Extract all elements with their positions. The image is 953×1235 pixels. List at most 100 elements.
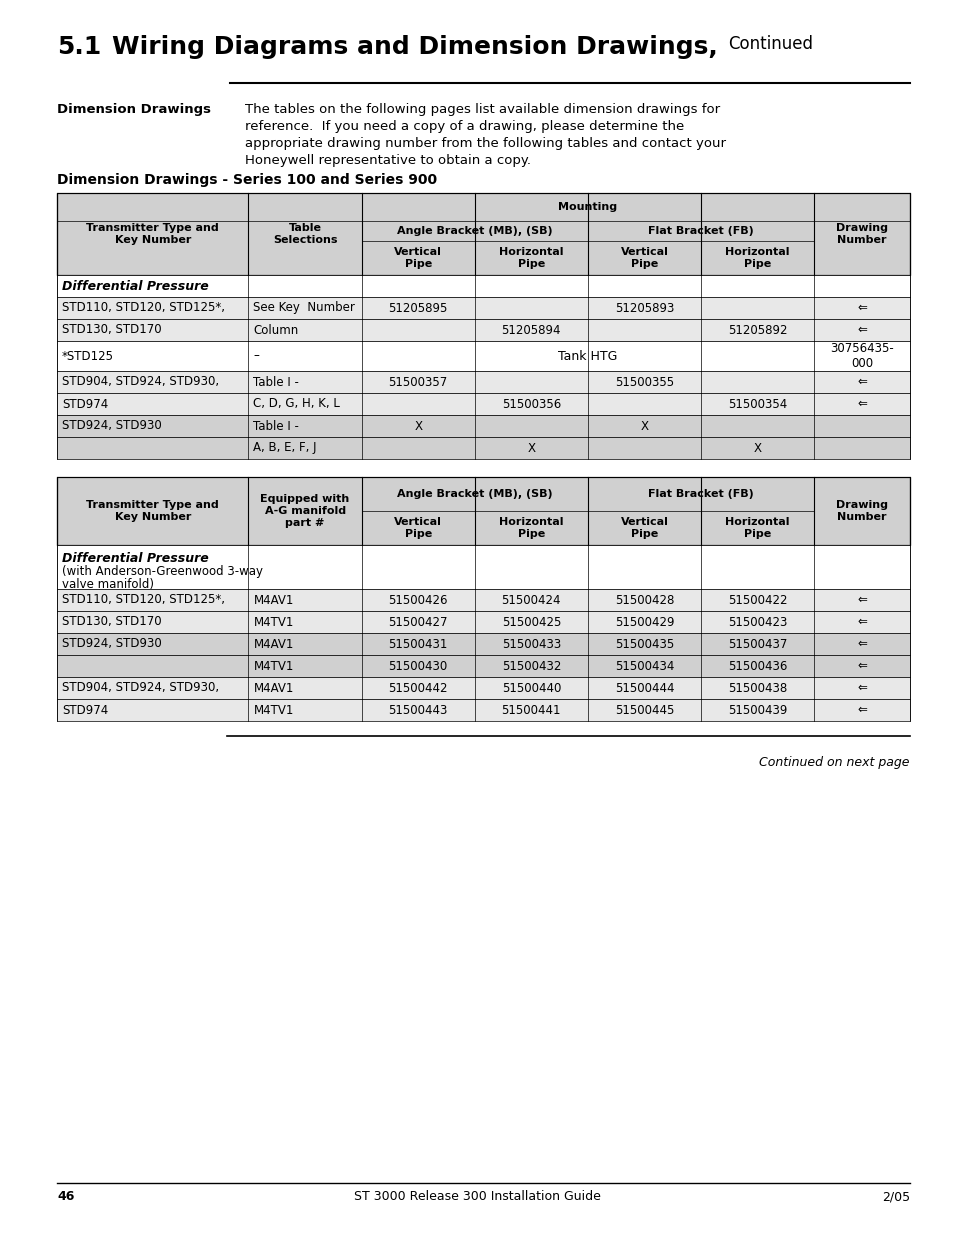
Text: ⇐: ⇐ [857,301,866,315]
Text: Horizontal
Pipe: Horizontal Pipe [724,247,789,269]
Bar [57,415,909,437]
Text: STD924, STD930: STD924, STD930 [62,637,162,651]
Text: 51205895: 51205895 [388,301,448,315]
Text: 5.1: 5.1 [57,35,101,59]
Text: 51500434: 51500434 [614,659,674,673]
Text: Vertical
Pipe: Vertical Pipe [620,517,668,538]
Text: 51500443: 51500443 [388,704,448,716]
Text: M4TV1: M4TV1 [253,659,294,673]
Text: 51500422: 51500422 [727,594,786,606]
Text: 51500426: 51500426 [388,594,448,606]
Text: Vertical
Pipe: Vertical Pipe [620,247,668,269]
Bar [57,589,909,611]
Text: Flat Bracket (FB): Flat Bracket (FB) [647,226,753,236]
Bar [57,370,909,393]
Text: reference.  If you need a copy of a drawing, please determine the: reference. If you need a copy of a drawi… [245,120,683,133]
Text: STD904, STD924, STD930,: STD904, STD924, STD930, [62,682,219,694]
Text: M4TV1: M4TV1 [253,704,294,716]
Text: 51500357: 51500357 [388,375,447,389]
Text: STD904, STD924, STD930,: STD904, STD924, STD930, [62,375,219,389]
Text: Vertical
Pipe: Vertical Pipe [394,247,441,269]
Text: 51500432: 51500432 [501,659,560,673]
Text: Differential Pressure: Differential Pressure [62,552,209,564]
Text: 51500429: 51500429 [614,615,674,629]
Text: X: X [414,420,422,432]
Text: ⇐: ⇐ [857,659,866,673]
Text: STD110, STD120, STD125*,: STD110, STD120, STD125*, [62,594,225,606]
Text: ⇐: ⇐ [857,398,866,410]
Text: Dimension Drawings: Dimension Drawings [57,103,211,116]
Bar [57,393,909,415]
Text: Table I -: Table I - [253,420,299,432]
Text: 51500437: 51500437 [727,637,786,651]
Bar [57,193,909,275]
Text: Transmitter Type and
Key Number: Transmitter Type and Key Number [87,500,219,522]
Text: 51500356: 51500356 [501,398,560,410]
Text: 51500425: 51500425 [501,615,560,629]
Bar [57,677,909,699]
Text: ⇐: ⇐ [857,704,866,716]
Text: Transmitter Type and
Key Number: Transmitter Type and Key Number [87,224,219,245]
Text: M4AV1: M4AV1 [253,637,294,651]
Text: 51500440: 51500440 [501,682,560,694]
Text: *STD125: *STD125 [62,350,113,363]
Text: 51500431: 51500431 [388,637,448,651]
Text: valve manifold): valve manifold) [62,578,153,592]
Bar [57,193,909,275]
Text: Horizontal
Pipe: Horizontal Pipe [498,517,563,538]
Text: Horizontal
Pipe: Horizontal Pipe [724,517,789,538]
Text: Continued on next page: Continued on next page [759,756,909,769]
Bar [57,296,909,319]
Text: 30756435-
000: 30756435- 000 [829,342,893,370]
Text: appropriate drawing number from the following tables and contact your: appropriate drawing number from the foll… [245,137,725,149]
Text: STD110, STD120, STD125*,: STD110, STD120, STD125*, [62,301,225,315]
Bar [57,634,909,655]
Bar [57,477,909,545]
Text: ⇐: ⇐ [857,594,866,606]
Text: Angle Bracket (MB), (SB): Angle Bracket (MB), (SB) [396,226,552,236]
Text: Flat Bracket (FB): Flat Bracket (FB) [647,489,753,499]
Text: 51500444: 51500444 [614,682,674,694]
Text: –: – [253,350,259,363]
Text: 51500441: 51500441 [501,704,560,716]
Text: Angle Bracket (MB), (SB): Angle Bracket (MB), (SB) [396,489,552,499]
Text: Vertical
Pipe: Vertical Pipe [394,517,441,538]
Bar [57,437,909,459]
Text: ⇐: ⇐ [857,615,866,629]
Text: 51500430: 51500430 [388,659,447,673]
Text: STD130, STD170: STD130, STD170 [62,324,161,336]
Text: STD974: STD974 [62,398,108,410]
Text: Wiring Diagrams and Dimension Drawings,: Wiring Diagrams and Dimension Drawings, [112,35,717,59]
Text: Drawing
Number: Drawing Number [835,224,887,245]
Bar [57,699,909,721]
Text: ⇐: ⇐ [857,324,866,336]
Text: C, D, G, H, K, L: C, D, G, H, K, L [253,398,340,410]
Text: Column: Column [253,324,298,336]
Text: 51500428: 51500428 [614,594,674,606]
Text: X: X [527,441,535,454]
Text: Table I -: Table I - [253,375,299,389]
Text: (with Anderson-Greenwood 3-way: (with Anderson-Greenwood 3-way [62,564,263,578]
Text: Honeywell representative to obtain a copy.: Honeywell representative to obtain a cop… [245,154,531,167]
Text: STD974: STD974 [62,704,108,716]
Text: STD130, STD170: STD130, STD170 [62,615,161,629]
Text: 51500427: 51500427 [388,615,448,629]
Bar [57,655,909,677]
Text: 51500439: 51500439 [727,704,786,716]
Bar [57,275,909,296]
Text: The tables on the following pages list available dimension drawings for: The tables on the following pages list a… [245,103,720,116]
Text: 51500435: 51500435 [615,637,674,651]
Text: ⇐: ⇐ [857,375,866,389]
Text: 51500423: 51500423 [727,615,786,629]
Text: Tank HTG: Tank HTG [558,350,617,363]
Text: ST 3000 Release 300 Installation Guide: ST 3000 Release 300 Installation Guide [354,1191,599,1203]
Bar [57,477,909,545]
Text: 51500433: 51500433 [501,637,560,651]
Text: 46: 46 [57,1191,74,1203]
Text: 51205894: 51205894 [501,324,560,336]
Text: X: X [753,441,760,454]
Text: Mounting: Mounting [558,203,617,212]
Text: See Key  Number: See Key Number [253,301,355,315]
Text: 51205892: 51205892 [727,324,786,336]
Bar [57,545,909,589]
